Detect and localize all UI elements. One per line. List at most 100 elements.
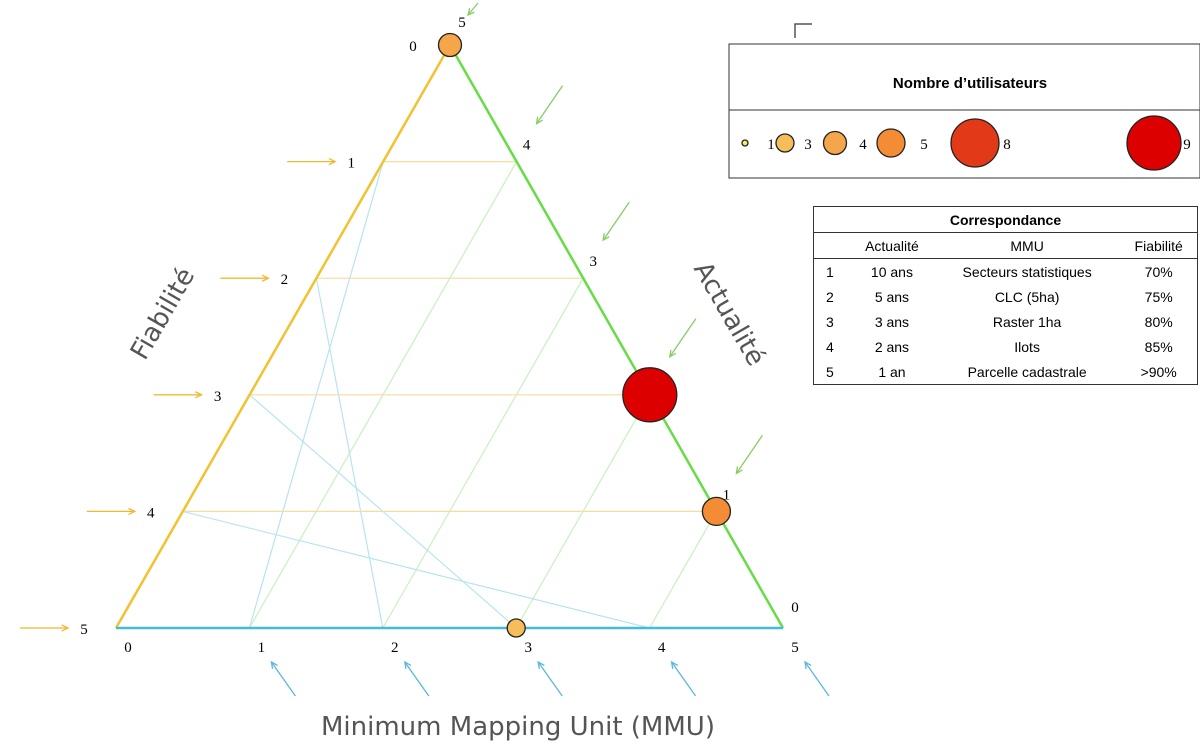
table-cell: Raster 1ha [992,313,1062,330]
data-points [437,32,788,638]
table-cell: CLC (5ha) [994,288,1060,305]
right-tick-label: 4 [523,138,531,154]
table-cell: 75% [1144,288,1173,305]
legend-label: 1 [767,137,775,153]
grid-line-mmu [315,278,384,629]
legend-swatch [775,133,795,153]
left-edge [114,44,452,629]
legend-label: 3 [804,137,812,153]
tick-arrow [467,2,479,17]
bottom-tick-label: 2 [391,640,399,656]
left-tick-label: 0 [409,39,417,55]
bottom-axis-title: Minimum Mapping Unit (MMU) [321,712,715,742]
table-row: 3 3 ans Raster 1ha 80% [814,309,1198,334]
table-cell: 80% [1144,313,1173,330]
table-cell: 1 an [878,363,906,380]
tick-arrow [220,274,270,282]
left-tick-label: 4 [147,505,155,521]
legend-swatch [741,139,749,147]
table-row: 4 2 ans Ilots 85% [814,334,1198,359]
data-point [506,618,526,638]
table-cell: 4 [826,338,834,355]
data-point [701,496,732,527]
bottom-tick-label: 3 [524,640,532,656]
table-cell: >90% [1140,363,1177,380]
table-cell: 1 [826,263,834,280]
tick-arrow [287,157,337,166]
table-cell: Parcelle cadastrale [967,363,1087,380]
table-cell: Secteurs statistiques [962,263,1092,280]
table-header-cell: Actualité [850,232,934,259]
bottom-tick-label: 0 [124,640,132,656]
table-cell: 85% [1144,338,1173,355]
legend-entries: 1 3 4 5 8 9 [741,115,1191,171]
table-row: 5 1 an Parcelle cadastrale >90% [814,359,1198,385]
triangle-edges [114,44,785,630]
tick-arrow [403,660,430,697]
size-legend: Nombre d’utilisateurs 1 3 4 5 8 9 [728,23,1200,179]
tick-arrow [20,624,70,632]
left-tick-label: 5 [80,622,88,638]
correspondance-table: Correspondance Actualité MMU Fiabilité 1 10… [813,206,1198,385]
legend-label: 8 [1003,137,1011,153]
bottom-tick-label: 5 [791,640,799,656]
table-row: 2 5 ans CLC (5ha) 75% [814,284,1198,309]
tick-arrow [86,507,137,516]
tick-arrow [670,660,697,697]
data-point [437,32,463,58]
tick-arrow [602,201,630,242]
table-cell: 3 ans [874,313,910,330]
right-edge [448,44,785,629]
tick-arrow [535,85,564,125]
tick-arrow [153,391,204,399]
right-tick-label: 3 [589,254,597,270]
tick-arrow [537,660,563,697]
right-tick-label: 5 [458,15,466,31]
grid-line-actualite [382,277,584,629]
tick-arrow [735,435,763,475]
table-header-cell [813,232,850,259]
table-cell: 5 [826,363,834,380]
table-body: 1 10 ans Secteurs statistiques 70% 2 5 ans CLC… [814,259,1198,385]
data-point [622,367,678,423]
left-tick-label: 2 [281,272,289,288]
right-tick-label: 0 [791,600,799,616]
left-tick-label: 1 [347,156,355,172]
tick-labels: 012345543210012345 [80,15,799,656]
table-cell: 5 ans [874,288,910,305]
table-cell: 2 [826,288,834,305]
tick-arrow [270,660,296,697]
table-cell: 3 [826,313,834,330]
table-row: 1 10 ans Secteurs statistiques 70% [814,259,1198,285]
legend-label: 9 [1183,137,1191,153]
table-header-cell: Fiabilité [1120,232,1198,259]
legend-swatch [876,128,906,158]
table-cell: 2 ans [874,338,910,355]
table-title: Correspondance [813,206,1198,233]
table-cell: 10 ans [870,263,913,280]
tick-arrows [20,2,830,697]
legend-label: 4 [859,137,867,153]
right-tick-label: 1 [723,487,731,503]
grid-line-mmu [182,510,650,629]
left-axis-title: Fiabilité [125,263,201,365]
table-cell: Ilots [1014,338,1040,355]
bottom-tick-label: 1 [258,640,266,656]
table-header-row: Actualité MMU Fiabilité [813,232,1198,259]
grid-lines [182,161,717,629]
tick-arrow [804,660,830,697]
legend-corner-mark [794,23,812,38]
legend-swatch [822,130,848,156]
legend-swatch [1126,115,1182,171]
table-cell: 70% [1144,263,1173,280]
legend-title: Nombre d’utilisateurs [893,75,1047,92]
right-axis-title: Actualité [687,257,770,371]
left-tick-label: 3 [214,389,222,405]
tick-arrow [668,318,697,359]
legend-label: 5 [920,137,928,153]
legend-swatch [950,118,1000,168]
bottom-tick-label: 4 [658,640,666,656]
table-header-cell: MMU [933,232,1121,259]
grid-line-actualite [649,511,717,629]
